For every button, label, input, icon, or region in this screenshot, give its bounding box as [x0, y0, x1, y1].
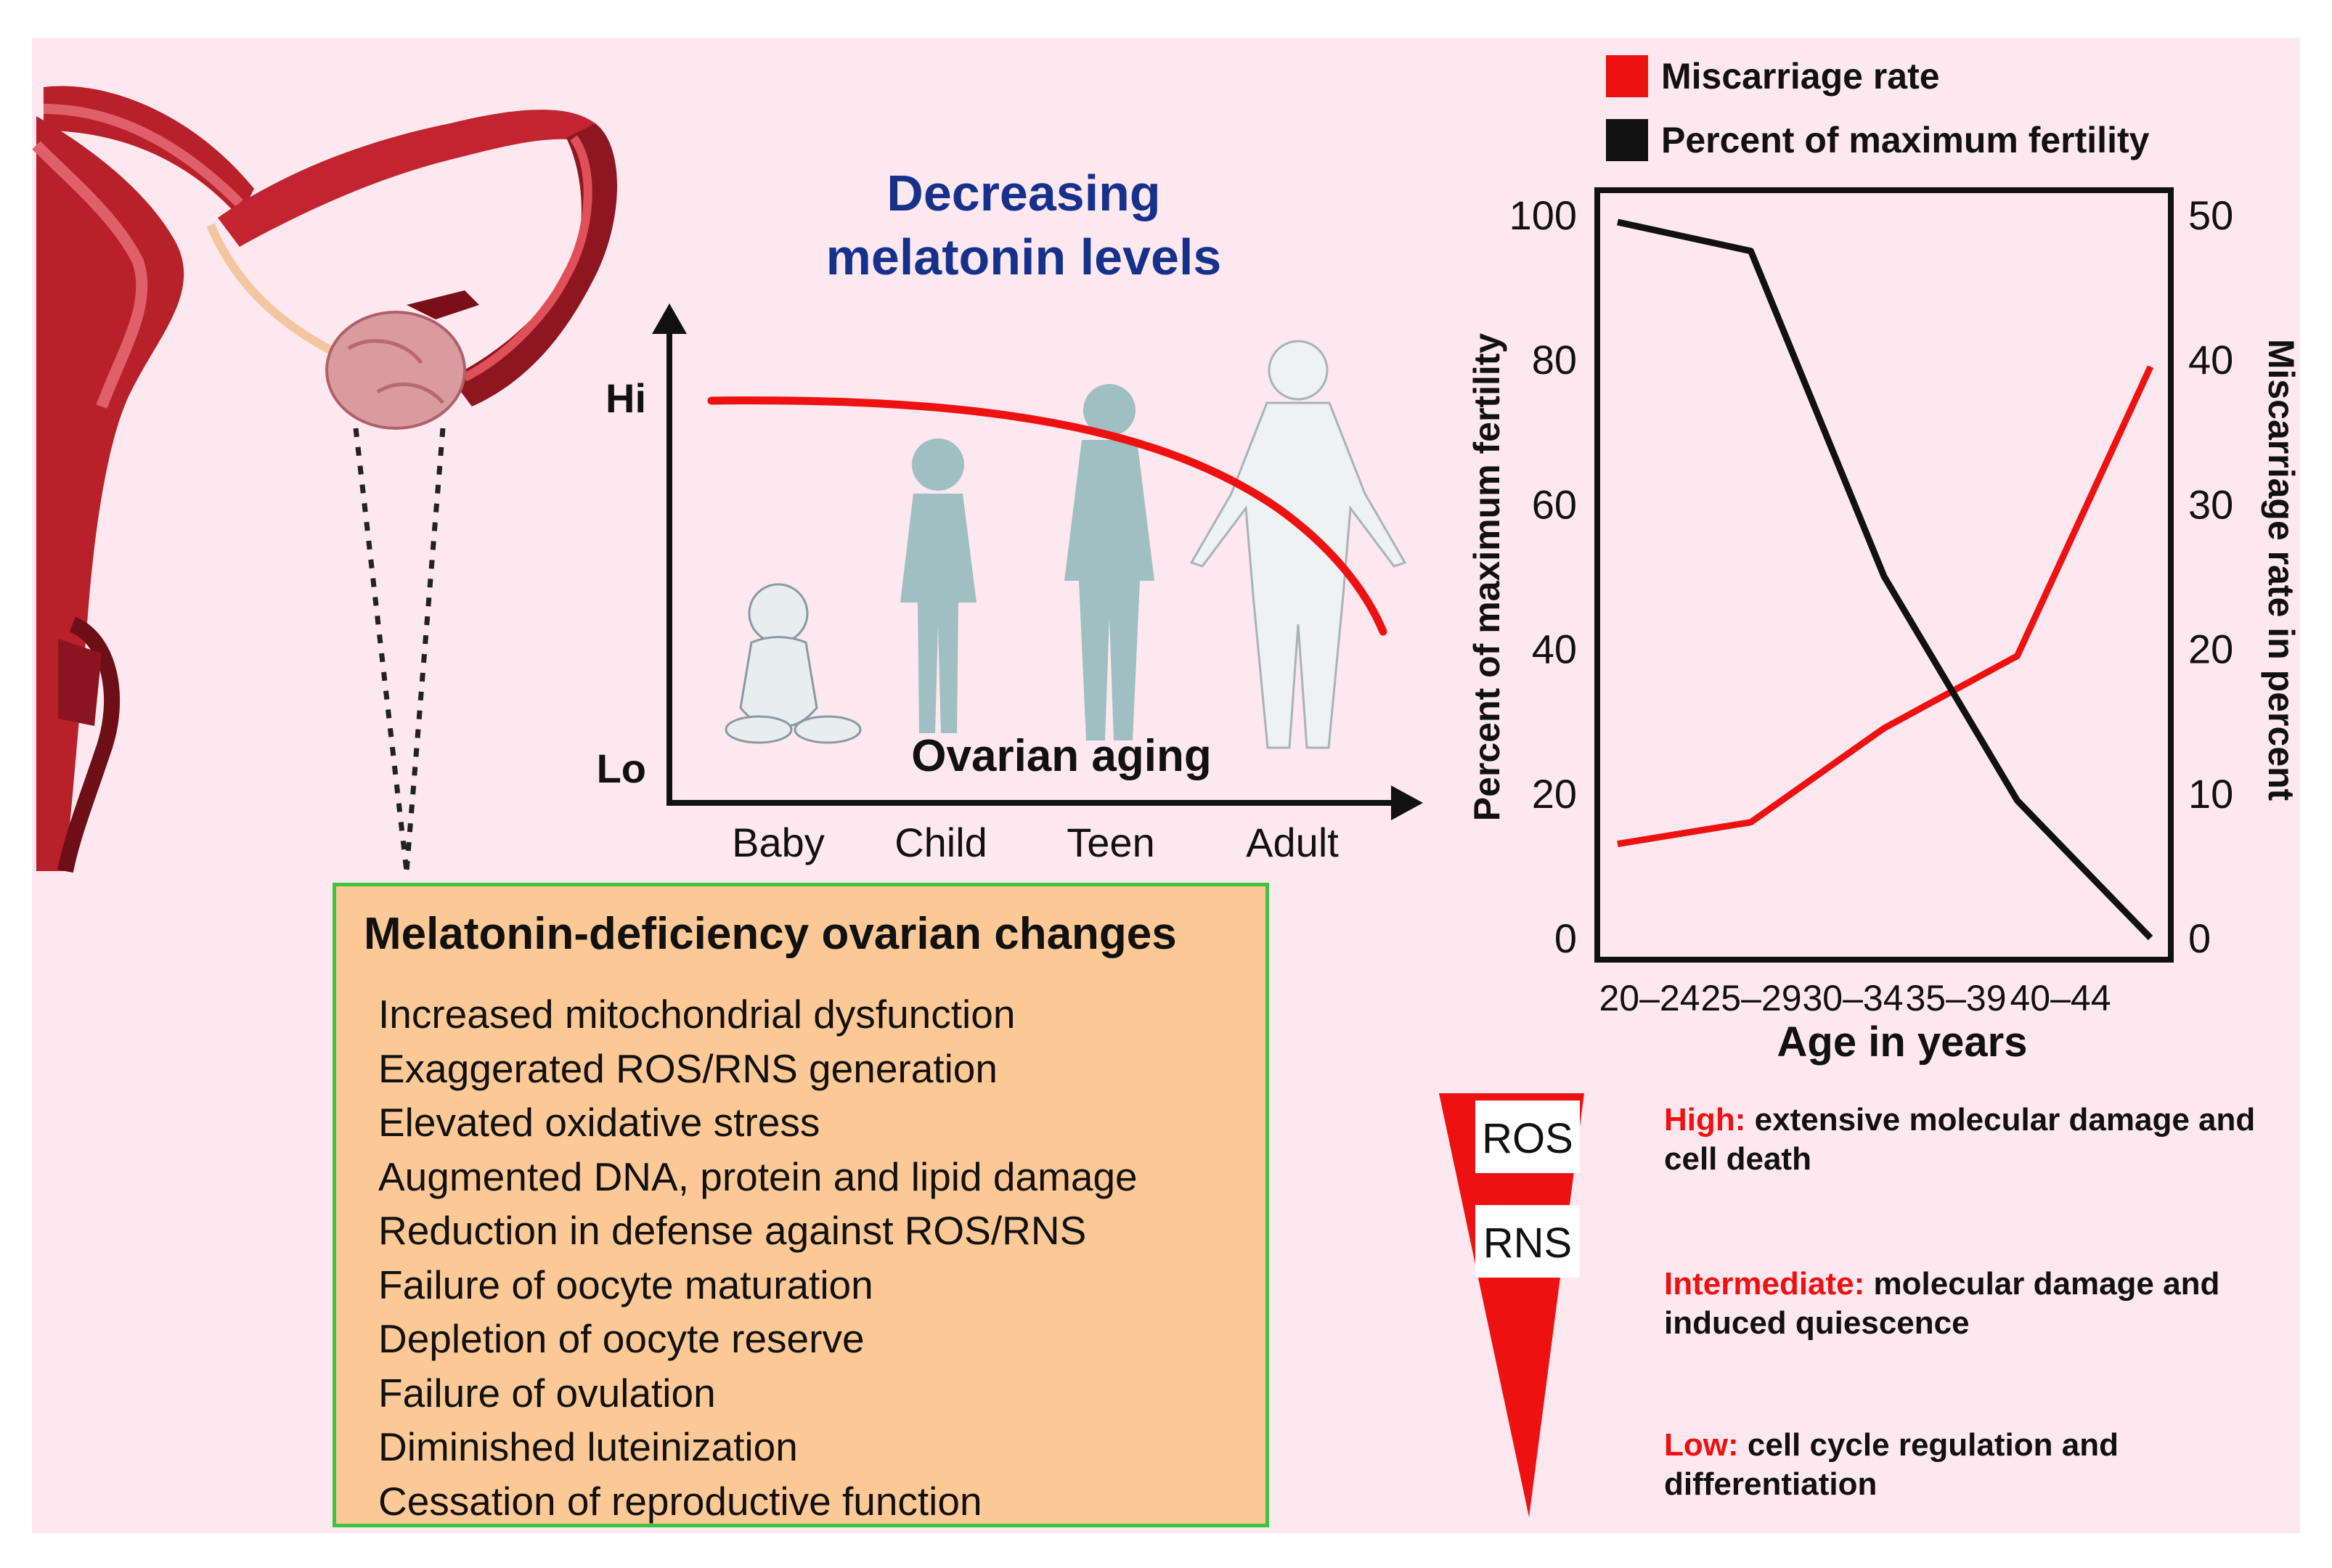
ros-level-intermediate: Intermediate: molecular damage and induc… [1664, 1265, 2259, 1343]
stage-label-teen: Teen [1067, 820, 1154, 865]
uterus-ovary-illustration [32, 86, 617, 873]
melatonin-y-axis-arrow [652, 303, 687, 334]
right-tick-label: 20 [2188, 626, 2233, 672]
x-axis-ticks: 20–24 25–29 30–34 35–39 40–44 [1599, 978, 2111, 1018]
x-tick-label: 25–29 [1700, 978, 1801, 1018]
left-tick-label: 40 [1532, 626, 1577, 672]
rns-label: RNS [1483, 1220, 1572, 1267]
right-axis-title: Miscarriage rate in percent [2261, 339, 2302, 801]
ovarian-change-item: Failure of ovulation [378, 1370, 716, 1416]
melatonin-level-curve [707, 396, 1387, 636]
left-tick-label: 100 [1509, 192, 1577, 238]
ovarian-aging-label: Ovarian aging [911, 731, 1211, 781]
rns-label-box [1475, 1205, 1580, 1278]
left-tick-label: 60 [1532, 481, 1577, 527]
ovarian-change-item: Diminished luteinization [378, 1424, 798, 1469]
left-tick-label: 20 [1532, 771, 1577, 817]
fertility-line [1617, 219, 2153, 941]
right-tick-label: 10 [2188, 771, 2233, 817]
ovarian-change-item: Failure of oocyte maturation [378, 1262, 873, 1307]
y-label-high: Hi [606, 375, 646, 421]
ovarian-change-item: Elevated oxidative stress [378, 1100, 820, 1145]
legend-swatch-red [1606, 55, 1648, 97]
series-lines [1617, 219, 2154, 941]
right-tick-label: 40 [2188, 337, 2233, 383]
miscarriage-rate-line [1617, 365, 2154, 847]
melatonin-title-line2: melatonin levels [826, 229, 1222, 285]
right-axis-ticks: 0 10 20 30 40 50 [2188, 192, 2233, 961]
x-tick-label: 40–44 [2010, 978, 2111, 1018]
legend-label: Miscarriage rate [1661, 56, 1940, 97]
legend-label: Percent of maximum fertility [1661, 120, 2150, 160]
concentration-triangle [1439, 1093, 1584, 1517]
legend-miscarriage: Miscarriage rate [1606, 55, 1940, 97]
legend-swatch-black [1606, 119, 1648, 161]
ros-level-name: Low: [1664, 1427, 1739, 1463]
legend-fertility: Percent of maximum fertility [1606, 119, 2149, 161]
ovarian-change-item: Increased mitochondrial dysfunction [378, 992, 1016, 1037]
ros-label-box [1475, 1101, 1580, 1173]
ovarian-changes-title: Melatonin-deficiency ovarian changes [364, 909, 1177, 959]
melatonin-title-line1: Decreasing [886, 165, 1160, 221]
ovarian-change-item: Exaggerated ROS/RNS generation [378, 1045, 998, 1091]
ros-level-desc: cell cycle regulation and differentiatio… [1664, 1427, 2119, 1502]
ovarian-change-item: Depletion of oocyte reserve [378, 1316, 865, 1361]
right-tick-label: 50 [2188, 192, 2233, 238]
x-tick-label: 35–39 [1905, 978, 2006, 1018]
plot-frame [1594, 187, 2174, 963]
ovarian-changes-box: Melatonin-deficiency ovarian changes Inc… [333, 883, 1269, 1527]
x-axis-title: Age in years [1777, 1018, 2028, 1066]
ros-level-desc: extensive molecular damage and cell deat… [1664, 1102, 2256, 1177]
baby-figure [725, 583, 862, 744]
x-tick-label: 20–24 [1599, 978, 1700, 1018]
stage-label-child: Child [894, 820, 987, 865]
left-tick-label: 80 [1532, 337, 1577, 383]
stage-label-adult: Adult [1246, 820, 1339, 865]
child-figure [900, 438, 977, 733]
ros-level-name: Intermediate: [1664, 1266, 1865, 1302]
ros-level-desc: molecular damage and induced quiescence [1664, 1266, 2220, 1341]
ros-level-high: High: extensive molecular damage and cel… [1664, 1101, 2259, 1179]
ovarian-change-item: Cessation of reproductive function [378, 1478, 982, 1524]
teen-figure [1064, 384, 1154, 740]
right-tick-label: 30 [2188, 481, 2233, 527]
ros-level-name: High: [1664, 1102, 1746, 1138]
x-tick-label: 30–34 [1802, 978, 1903, 1018]
right-tick-label: 0 [2188, 915, 2211, 961]
left-axis-title: Percent of maximum fertility [1467, 333, 1507, 822]
left-axis-ticks: 0 20 40 60 80 100 [1509, 192, 1577, 961]
ros-level-low: Low: cell cycle regulation and different… [1664, 1426, 2259, 1504]
melatonin-chart: Decreasing melatonin levels Hi Lo Ovaria… [597, 165, 1423, 865]
melatonin-x-axis-arrow [1391, 785, 1423, 820]
fertility-miscarriage-chart: 0 20 40 60 80 100 0 10 20 30 40 50 20–24 25–29 30–34… [1467, 187, 2302, 1066]
ros-label: ROS [1482, 1115, 1573, 1162]
ovarian-change-item: Augmented DNA, protein and lipid damage [378, 1153, 1138, 1199]
left-tick-label: 0 [1554, 915, 1577, 961]
ovarian-changes-list: Increased mitochondrial dysfunction Exag… [364, 987, 1239, 1528]
ovarian-change-item: Reduction in defense against ROS/RNS [378, 1208, 1087, 1253]
stage-label-baby: Baby [732, 820, 825, 865]
y-label-low: Lo [597, 746, 646, 791]
